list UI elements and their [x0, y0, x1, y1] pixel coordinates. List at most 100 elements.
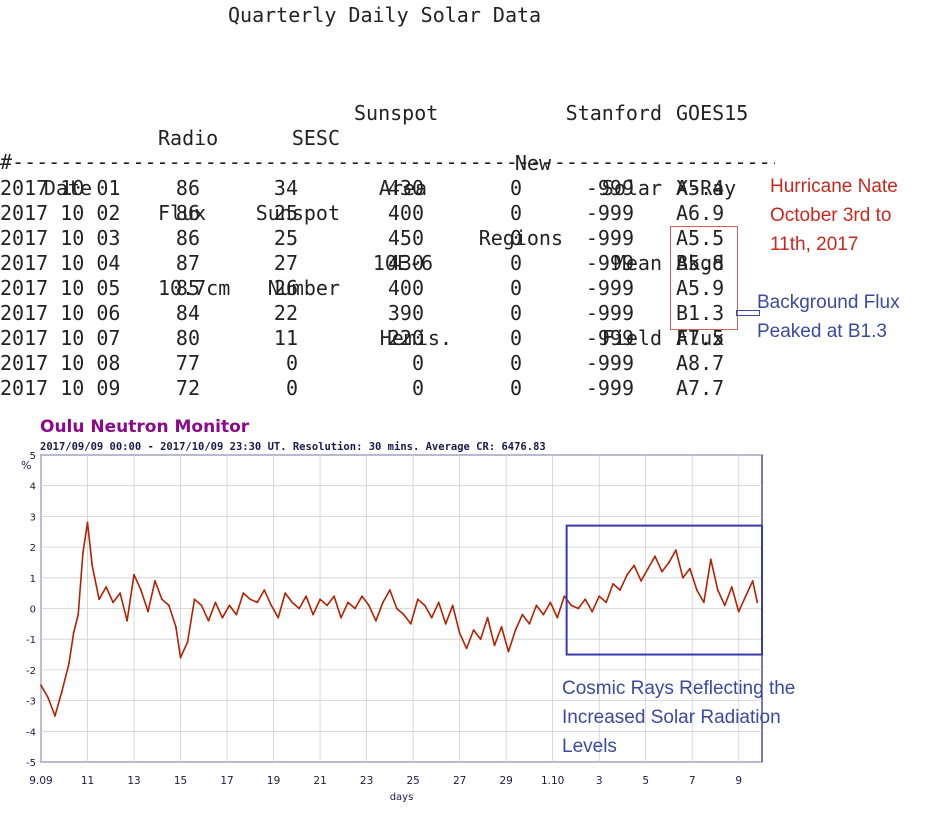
cell-new-regions: 0 [509, 201, 522, 225]
cell-sunspot-area: 400 [387, 276, 424, 300]
header-goes15: GOES15 X-Ray Bkgd Flux [676, 51, 766, 376]
data-point [361, 595, 363, 598]
cell-date: 2017 10 07 [0, 326, 121, 350]
cell-sunspot-area: 0 [411, 376, 424, 400]
data-point [437, 601, 440, 604]
data-point [416, 598, 419, 601]
data-point [479, 638, 482, 641]
data-point [298, 607, 301, 610]
y-tick-label: 1 [30, 574, 36, 585]
header-radio-flux: Radio Flux 10.7cm [158, 76, 230, 326]
data-point [709, 558, 712, 561]
table-row: 2017 10 02 86 25 400 0 -999 A6.9 [0, 201, 760, 226]
cell-xray-flux: A7.7 [676, 376, 725, 400]
cell-date: 2017 10 02 [0, 201, 121, 225]
cell-date: 2017 10 01 [0, 176, 121, 200]
header-line: Flux [676, 326, 725, 350]
cell-sunspot-number: 25 [273, 201, 298, 225]
header-sesc: SESC Sunspot Number [242, 76, 340, 326]
data-point [619, 589, 622, 591]
data-point [119, 592, 121, 595]
data-point [168, 604, 170, 607]
cell-sunspot-area: 400 [387, 201, 424, 225]
data-point [214, 601, 217, 604]
cell-radio-flux: 85 [175, 276, 200, 300]
x-tick-label: 13 [127, 775, 140, 787]
data-point [514, 629, 517, 631]
x-tick-label: 7 [689, 775, 696, 787]
data-point [444, 622, 447, 625]
cell-radio-flux: 86 [175, 201, 200, 225]
data-point [249, 598, 252, 601]
header-line: Stanford [565, 101, 662, 125]
data-point [577, 607, 580, 610]
data-point [584, 598, 587, 601]
cell-xray-flux: A5.9 [676, 276, 725, 300]
cell-xray-flux: A6.9 [676, 201, 725, 225]
header-sunspot-area: Sunspot Area 10E-6 Hemis. [354, 51, 452, 376]
cell-new-regions: 0 [509, 251, 522, 275]
data-point [702, 601, 705, 604]
y-tick-label: 0 [30, 605, 36, 616]
data-point [402, 613, 405, 616]
header-stanford: Stanford Solar Mean Field [550, 51, 662, 376]
cell-radio-flux: 80 [175, 326, 200, 350]
cell-sunspot-area: 220 [387, 326, 424, 350]
cell-solar-field: -999 [585, 376, 634, 400]
x-tick-label: 21 [313, 775, 326, 787]
table-row: 2017 10 01 86 34 430 0 -999 A5.4 [0, 176, 760, 201]
header-date-label: Date [43, 176, 92, 200]
flux-highlight-box [670, 226, 738, 330]
header-line: 10E-6 [372, 251, 434, 275]
data-point [133, 573, 135, 576]
y-tick-label: 3 [30, 512, 36, 523]
header-line: 10.7cm [158, 276, 231, 300]
cell-new-regions: 0 [509, 301, 522, 325]
data-point [333, 595, 335, 598]
x-axis-label: days [390, 792, 414, 803]
data-point [200, 604, 203, 607]
hurricane-annotation: Hurricane Nate October 3rd to 11th, 2017 [770, 176, 898, 255]
data-point [661, 570, 663, 573]
data-point [326, 604, 328, 607]
cell-solar-field: -999 [585, 301, 634, 325]
table-row: 2017 10 07 80 11 220 0 -999 A7.5 [0, 326, 760, 351]
header-line: Flux [158, 201, 207, 225]
x-tick-label: 17 [220, 775, 233, 787]
data-point [47, 696, 49, 699]
cell-solar-field: -999 [585, 326, 634, 350]
cell-radio-flux: 86 [175, 226, 200, 250]
data-point [112, 601, 114, 604]
data-point [542, 613, 545, 616]
cell-xray-flux: A7.5 [676, 326, 725, 350]
cell-date: 2017 10 08 [0, 351, 121, 375]
x-tick-label: 5 [642, 775, 649, 787]
header-line: Radio [158, 126, 219, 150]
cell-sunspot-number: 0 [285, 376, 298, 400]
chart-subtitle: 2017/09/09 00:00 - 2017/10/09 23:30 UT. … [40, 441, 546, 453]
cell-xray-flux: A5.5 [676, 226, 725, 250]
data-point [98, 598, 101, 601]
cell-sunspot-area: 390 [387, 301, 424, 325]
data-point [689, 567, 691, 570]
y-axis-label: % [21, 459, 31, 472]
x-tick-label: 19 [267, 775, 280, 787]
header-line: New [514, 151, 551, 175]
cell-xray-flux: A5.8 [676, 251, 725, 275]
header-new-regions: New Regions [465, 101, 563, 276]
data-point [270, 604, 273, 607]
data-point [521, 613, 524, 616]
data-point [193, 598, 196, 601]
data-point [228, 604, 231, 607]
data-point [507, 650, 510, 653]
data-point [493, 644, 496, 647]
header-line: Sunspot [354, 101, 439, 125]
data-point [756, 601, 759, 604]
data-point [347, 601, 349, 604]
data-point [277, 616, 280, 619]
data-point [458, 632, 461, 634]
cell-sunspot-number: 22 [273, 301, 298, 325]
data-point [86, 521, 89, 524]
cell-new-regions: 0 [509, 226, 522, 250]
data-point [291, 601, 294, 604]
